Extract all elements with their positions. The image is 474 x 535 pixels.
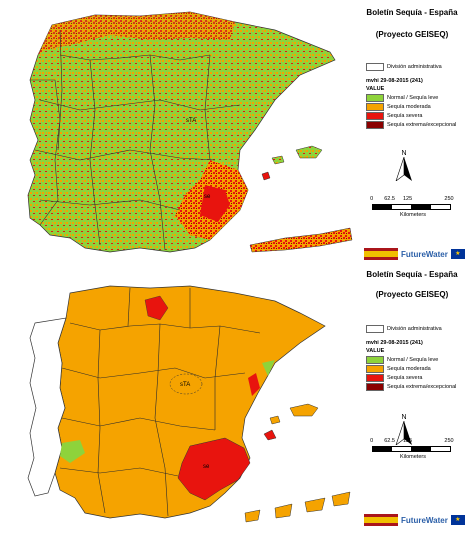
west-normal-area (60, 440, 85, 463)
legend-boundary: División administrativa (366, 62, 472, 71)
legend-item: Normal / Sequía leve (366, 93, 472, 102)
map-label-sta: sTA (186, 118, 196, 124)
map-label-se: se (204, 194, 211, 200)
scale-tick: 250 (444, 196, 454, 202)
legend-item: Sequía extrema/excepcional (366, 382, 472, 391)
scale-bar: 0 62.5 125 250 Kilometers (368, 196, 458, 220)
legend-item: Sequía moderada (366, 102, 472, 111)
map-subtitle: (Proyecto GEISEQ) (375, 290, 449, 299)
scale-units: Kilometers (400, 454, 426, 460)
boundary-swatch (366, 324, 384, 333)
legend-item: Sequía severa (366, 373, 472, 382)
scale-tick: 62.5 (384, 438, 395, 444)
eu-flag-icon: ★ (450, 249, 465, 259)
scale-bar-graphic (371, 446, 451, 452)
legend-item-label: Sequía extrema/excepcional (387, 121, 457, 128)
legend-swatch (366, 373, 384, 382)
drought-index-map-continuous: sTA se (27, 11, 353, 253)
map-title: Boletín Sequía - España (366, 270, 458, 279)
legend-swatch (366, 93, 384, 102)
north-label: N (401, 150, 407, 157)
boundary-swatch (366, 62, 384, 71)
legend-value-heading: VALUE (366, 86, 385, 92)
map-subtitle: (Proyecto GEISEQ) (375, 30, 449, 39)
peninsula-shape (27, 11, 336, 253)
map-label-sta: sTA (180, 382, 190, 388)
map-title: Boletín Sequía - España (366, 8, 458, 17)
legend: División administrativa mvhi 29-08-2015 … (366, 324, 472, 391)
scale-units: Kilometers (400, 212, 426, 218)
legend-item: Sequía extrema/excepcional (366, 120, 472, 129)
canary-islands (249, 227, 353, 253)
bottom-map-panel: sTA se Boletín Sequía - España (Proyecto… (0, 268, 474, 535)
legend-swatch (366, 364, 384, 373)
legend-date: mvhi 29-08-2015 (241) (366, 340, 423, 346)
scale-tick: 125 (403, 438, 413, 444)
north-label: N (401, 414, 407, 421)
legend-boundary-label: División administrativa (387, 63, 442, 70)
legend-swatch (366, 120, 384, 129)
legend-boundary-label: División administrativa (387, 325, 442, 332)
logo-strip: FutureWater ★ (364, 511, 472, 529)
southeast-extreme-core (200, 185, 230, 222)
legend-item: Normal / Sequía leve (366, 355, 472, 364)
scale-bar-graphic (371, 204, 451, 210)
admin-boundaries (34, 29, 241, 251)
north-arrow-icon (395, 420, 412, 446)
legend-item-label: Normal / Sequía leve (387, 356, 439, 363)
legend-item-label: Sequía moderada (387, 365, 431, 372)
scale-tick: 125 (403, 196, 413, 202)
balearic-islands (261, 145, 323, 181)
legend-item: Sequía severa (366, 111, 472, 120)
legend-boundary: División administrativa (366, 324, 472, 333)
scale-tick: 0 (370, 196, 374, 202)
map-label-se: se (203, 464, 210, 470)
legend-item: Sequía moderada (366, 364, 472, 373)
scale-tick: 250 (444, 438, 454, 444)
futurewater-logo: FutureWater (401, 515, 448, 525)
legend-item-label: Sequía extrema/excepcional (387, 383, 457, 390)
madrid-outline (169, 373, 203, 395)
canary-islands (244, 491, 351, 523)
legend-swatch (366, 355, 384, 364)
balearic-islands (263, 403, 319, 441)
legend-value-heading: VALUE (366, 348, 385, 354)
north-arrow-icon (395, 156, 412, 182)
top-map-panel: sTA se Boletín Sequía - España (Proyecto… (0, 0, 474, 267)
futurewater-logo: FutureWater (401, 249, 448, 259)
drought-index-map-regional: sTA se (27, 285, 351, 523)
scale-tick: 62.5 (384, 196, 395, 202)
southeast-severe-area (177, 437, 251, 501)
east-severe-area (248, 373, 260, 396)
northeast-normal-area (262, 360, 275, 376)
legend-swatch (366, 111, 384, 120)
portugal-shape (27, 317, 67, 497)
legend-item-label: Normal / Sequía leve (387, 94, 439, 101)
legend-item-label: Sequía moderada (387, 103, 431, 110)
legend-date: mvhi 29-08-2015 (241) (366, 78, 423, 84)
legend-swatch (366, 382, 384, 391)
legend-swatch (366, 102, 384, 111)
eu-flag-icon: ★ (450, 515, 465, 525)
scale-bar: 0 62.5 125 250 Kilometers (368, 438, 458, 462)
north-arrow: N (392, 414, 416, 446)
legend-item-label: Sequía severa (387, 374, 423, 381)
spain-ministry-logo (364, 248, 398, 260)
north-severe-area (38, 12, 235, 55)
admin-boundaries (59, 287, 261, 517)
logo-strip: FutureWater ★ (364, 245, 472, 263)
spain-ministry-logo (364, 514, 398, 526)
north-severe-area (144, 295, 169, 321)
north-arrow: N (392, 150, 416, 182)
legend: División administrativa mvhi 29-08-2015 … (366, 62, 472, 129)
scale-tick: 0 (370, 438, 374, 444)
legend-item-label: Sequía severa (387, 112, 423, 119)
